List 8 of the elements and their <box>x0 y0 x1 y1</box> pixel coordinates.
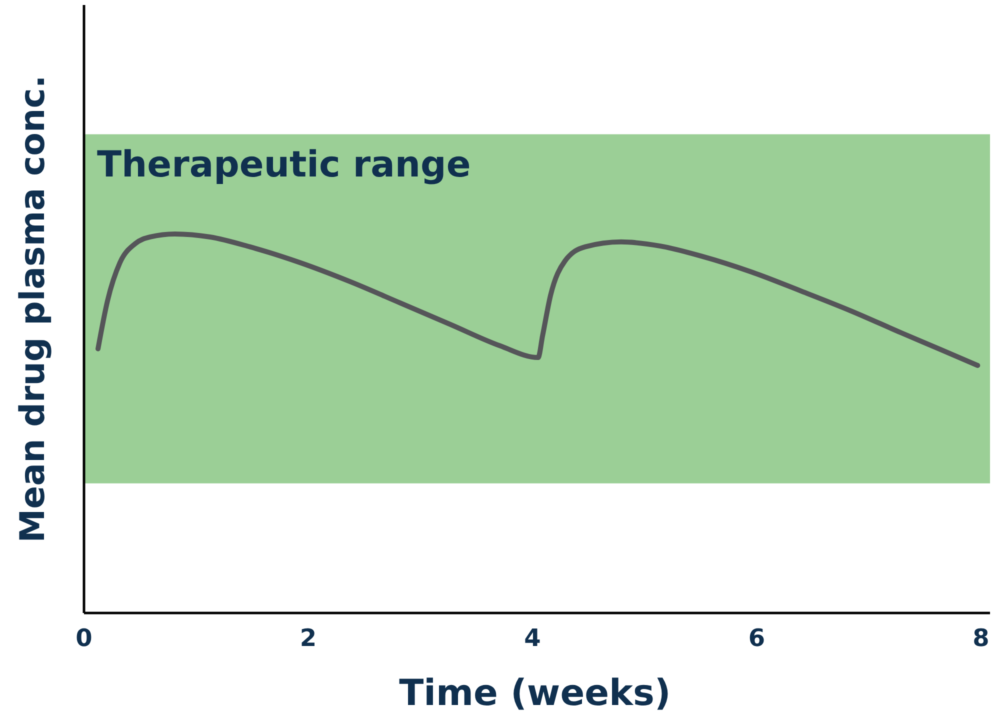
x-tick-label: 2 <box>300 624 317 652</box>
x-axis-title: Time (weeks) <box>399 673 671 714</box>
y-axis-title: Mean drug plasma conc. <box>13 75 53 543</box>
x-tick-label: 4 <box>524 624 541 652</box>
band-label: Therapeutic range <box>97 144 471 186</box>
x-tick-label: 0 <box>76 624 92 652</box>
x-tick-label: 8 <box>972 624 990 652</box>
x-tick-label: 6 <box>748 624 766 652</box>
